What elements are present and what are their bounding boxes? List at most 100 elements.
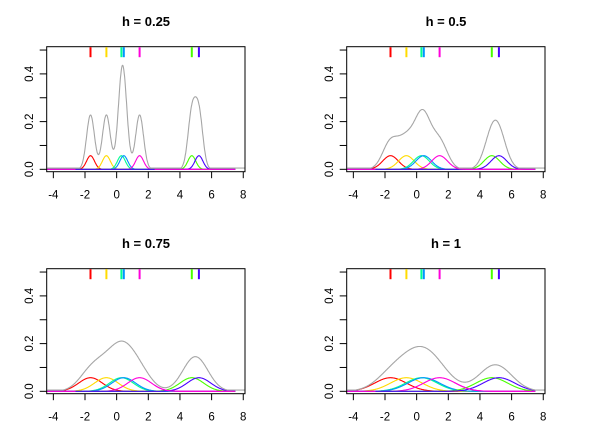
panel-h-025: -4 -2 0 2 4 6 8 0.0 0.2 0.4 h = 0.25 [0,0,300,221]
x-tick-label: 2 [445,190,451,202]
y-tick-label: 0.4 [24,287,36,304]
rug-tick [105,47,108,58]
x-tick-label: 0 [113,412,119,424]
x-tick-label: 6 [208,412,214,424]
plot-box [46,268,246,395]
rug-tick [89,47,92,58]
y-tick-label: 0.2 [324,114,336,130]
x-tick-label: 2 [145,412,151,424]
rug-tick [420,269,423,280]
curves-group [346,108,545,170]
rug-tick [420,47,423,58]
kernel-curve [46,377,236,392]
plot-box [346,46,546,173]
kernel-curve [346,377,536,392]
kernel-curve [46,155,236,170]
kde-plot-05: -4 -2 0 2 4 6 8 0.0 0.2 0.4 [324,46,546,202]
panel-title: h = 0.25 [121,14,171,29]
y-tick-label: 0.4 [324,287,336,304]
x-tick-label: 2 [445,412,451,424]
kde-plot-1: -4 -2 0 2 4 6 8 0.0 0.2 0.4 [324,268,546,424]
x-tick-label: -4 [48,412,59,424]
x-tick-label: 6 [208,190,214,202]
x-tick-label: 4 [177,190,184,202]
x-tick-label: 8 [540,412,546,424]
rug-tick [497,269,500,280]
y-tick-label: 0.4 [324,65,336,82]
plot-box [46,46,246,173]
panel-title: h = 0.5 [425,14,467,29]
rug-tick [89,269,92,280]
y-tick-label: 0.2 [24,114,36,130]
x-tick-label: 0 [413,412,419,424]
rug-tick [122,47,125,58]
rug-tick [490,47,493,58]
kernel-curve [46,377,236,392]
rug-tick [490,269,493,280]
y-tick-label: 0.2 [24,336,36,352]
x-tick-label: 8 [540,190,546,202]
x-tick-label: -2 [80,190,90,202]
rug-tick [120,269,123,280]
rug-tick [497,47,500,58]
density-curve [347,345,545,391]
curves-group [346,345,545,392]
panel-title: h = 1 [431,236,461,251]
rug-tick [138,47,141,58]
kernel-tail-overlay [154,384,236,392]
x-tick-label: -2 [380,190,390,202]
x-tick-label: 8 [240,190,246,202]
x-tick-label: 0 [413,190,419,202]
rug-tick [438,47,441,58]
kde-plot-025: -4 -2 0 2 4 6 8 0.0 0.2 0.4 [24,46,246,202]
rug-tick [405,47,408,58]
rug-tick [120,47,123,58]
y-tick-label: 0.0 [324,383,336,399]
y-tick-label: 0.0 [24,161,36,177]
panel-h-05: -4 -2 0 2 4 6 8 0.0 0.2 0.4 h = 0.5 [300,0,600,221]
kernel-tail-overlay [454,166,536,170]
x-tick-label: -4 [348,412,359,424]
x-tick-label: 0 [113,190,119,202]
panel-title: h = 0.75 [121,236,171,251]
x-tick-label: -2 [380,412,390,424]
curves-group [46,340,245,392]
density-curve [47,64,245,169]
rug-tick [389,269,392,280]
rug-tick [405,269,408,280]
x-tick-label: 6 [508,190,514,202]
x-tick-label: 8 [240,412,246,424]
panel-h-1: -4 -2 0 2 4 6 8 0.0 0.2 0.4 h = 1 [300,222,600,443]
rug-tick [122,269,125,280]
density-curve [347,108,545,169]
kernel-curve [46,377,236,392]
x-tick-label: -4 [48,190,59,202]
rug-tick [105,269,108,280]
rug-tick [438,269,441,280]
x-tick-label: 6 [508,412,514,424]
rug-tick [190,47,193,58]
panel-h-075: -4 -2 0 2 4 6 8 0.0 0.2 0.4 h = 0.75 [0,222,300,443]
rug-tick [190,269,193,280]
x-tick-label: 4 [177,412,184,424]
rug-tick [197,269,200,280]
x-tick-label: 2 [145,190,151,202]
rug-tick [197,47,200,58]
x-tick-label: 4 [477,412,484,424]
curves-group [46,64,245,170]
kernel-tail-overlay [454,382,536,392]
kernel-curve [46,377,236,392]
kde-plot-075: -4 -2 0 2 4 6 8 0.0 0.2 0.4 [24,268,246,424]
kernel-curve [46,377,236,392]
kernel-curve [46,377,236,392]
y-tick-label: 0.0 [324,161,336,177]
x-tick-label: 4 [477,190,484,202]
rug-tick [422,269,425,280]
x-tick-label: -2 [80,412,90,424]
rug-tick [422,47,425,58]
y-tick-label: 0.0 [24,383,36,399]
plot-box [346,268,546,395]
kernel-curve [346,155,536,170]
x-tick-label: -4 [348,190,359,202]
